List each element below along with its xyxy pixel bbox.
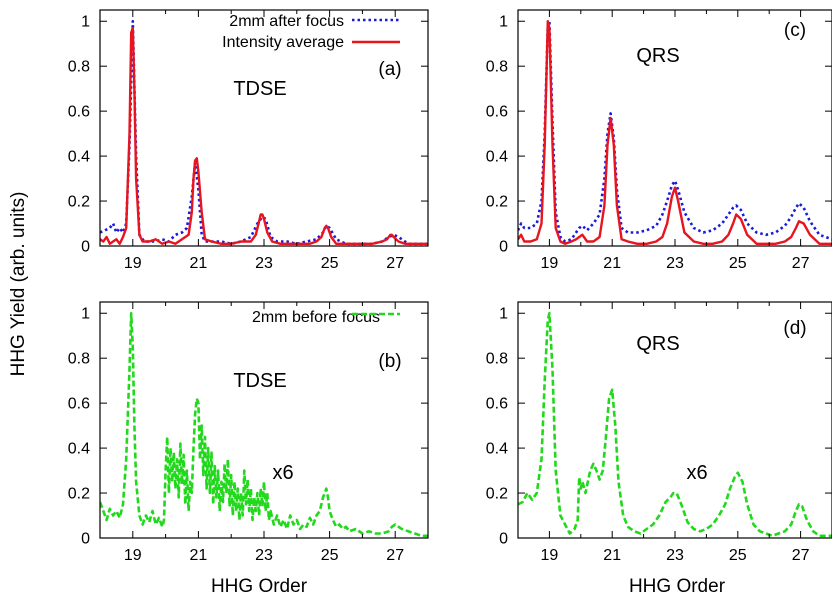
y-tick-label: 0 bbox=[81, 239, 90, 256]
scale-note: x6 bbox=[686, 462, 707, 484]
y-tick-label: 0.6 bbox=[68, 396, 90, 413]
panel-label: (b) bbox=[378, 351, 401, 372]
series-line-c-dotted bbox=[518, 19, 832, 243]
y-tick-label: 0.2 bbox=[68, 194, 90, 211]
series-line-b-2mm-before-focus bbox=[100, 311, 428, 538]
x-tick-label: 21 bbox=[603, 255, 621, 272]
x-tick-label: 21 bbox=[190, 255, 208, 272]
y-tick-label: 0.4 bbox=[486, 149, 508, 166]
x-tick-label: 23 bbox=[255, 547, 273, 564]
y-tick-label: 0 bbox=[499, 239, 508, 256]
panel-b: 0 0.2 0.4 0.6 0.8 1 19 21 23 25 27 TDSE (b) x6 2mm bef… bbox=[68, 301, 429, 564]
x-tick-label: 19 bbox=[541, 547, 559, 564]
panel-c: 0 0.2 0.4 0.6 0.8 1 19 21 23 25 27 QRS (c) bbox=[486, 9, 832, 272]
y-tick-label: 0.2 bbox=[486, 486, 508, 503]
legend-label: 2mm after focus bbox=[229, 13, 344, 30]
x-axis-label-left: HHG Order bbox=[211, 576, 308, 597]
y-tick-label: 0.4 bbox=[68, 441, 90, 458]
legend-label: Intensity average bbox=[222, 34, 344, 51]
y-axis-label: HHG Yield (arb. units) bbox=[8, 192, 29, 377]
y-tick-label: 0.6 bbox=[68, 104, 90, 121]
y-tick-label: 1 bbox=[499, 306, 508, 323]
x-tick-label: 25 bbox=[729, 547, 747, 564]
x-tick-label: 27 bbox=[386, 255, 404, 272]
scale-note: x6 bbox=[272, 462, 293, 484]
y-tick-label: 1 bbox=[81, 14, 90, 31]
series-line-a-2mm-after-focus bbox=[100, 19, 428, 246]
x-tick-label: 21 bbox=[190, 547, 208, 564]
method-label: TDSE bbox=[233, 78, 286, 100]
x-tick-label: 25 bbox=[321, 255, 339, 272]
panel-label: (c) bbox=[784, 20, 806, 41]
y-tick-label: 0.4 bbox=[486, 441, 508, 458]
panel-label: (a) bbox=[378, 59, 401, 80]
method-label: QRS bbox=[636, 333, 679, 355]
x-tick-label: 19 bbox=[124, 255, 142, 272]
y-tick-label: 0.8 bbox=[68, 59, 90, 76]
x-axis-label-right: HHG Order bbox=[629, 576, 726, 597]
y-tick-label: 0.2 bbox=[68, 486, 90, 503]
x-tick-label: 19 bbox=[541, 255, 559, 272]
y-tick-label: 0.6 bbox=[486, 396, 508, 413]
y-tick-label: 1 bbox=[499, 14, 508, 31]
x-tick-label: 25 bbox=[321, 547, 339, 564]
panel-label: (d) bbox=[783, 318, 806, 339]
y-tick-label: 0.4 bbox=[68, 149, 90, 166]
x-tick-label: 27 bbox=[386, 547, 404, 564]
x-tick-label: 27 bbox=[792, 547, 810, 564]
method-label: QRS bbox=[636, 45, 679, 67]
x-tick-label: 19 bbox=[124, 547, 142, 564]
y-tick-label: 0 bbox=[81, 531, 90, 548]
x-tick-label: 27 bbox=[792, 255, 810, 272]
panel-d: 0 0.2 0.4 0.6 0.8 1 19 21 23 25 27 QRS (d) x6 bbox=[486, 301, 832, 564]
x-tick-label: 23 bbox=[666, 255, 684, 272]
x-tick-label: 21 bbox=[603, 547, 621, 564]
series-line-d-dashed bbox=[518, 311, 832, 538]
x-tick-label: 25 bbox=[729, 255, 747, 272]
y-tick-label: 0.8 bbox=[68, 351, 90, 368]
y-tick-label: 0.8 bbox=[486, 351, 508, 368]
y-tick-label: 0.6 bbox=[486, 104, 508, 121]
panel-a: 0 0.2 0.4 0.6 0.8 1 19 21 23 25 27 TDSE (a) 2mm after… bbox=[68, 9, 429, 272]
legend-label: 2mm before focus bbox=[252, 309, 380, 326]
method-label: TDSE bbox=[233, 370, 286, 392]
y-tick-label: 0 bbox=[499, 531, 508, 548]
x-tick-label: 23 bbox=[666, 547, 684, 564]
y-tick-label: 0.2 bbox=[486, 194, 508, 211]
y-tick-label: 0.8 bbox=[486, 59, 508, 76]
series-line-c-solid bbox=[518, 20, 832, 245]
x-tick-label: 23 bbox=[255, 255, 273, 272]
y-tick-label: 1 bbox=[81, 306, 90, 323]
